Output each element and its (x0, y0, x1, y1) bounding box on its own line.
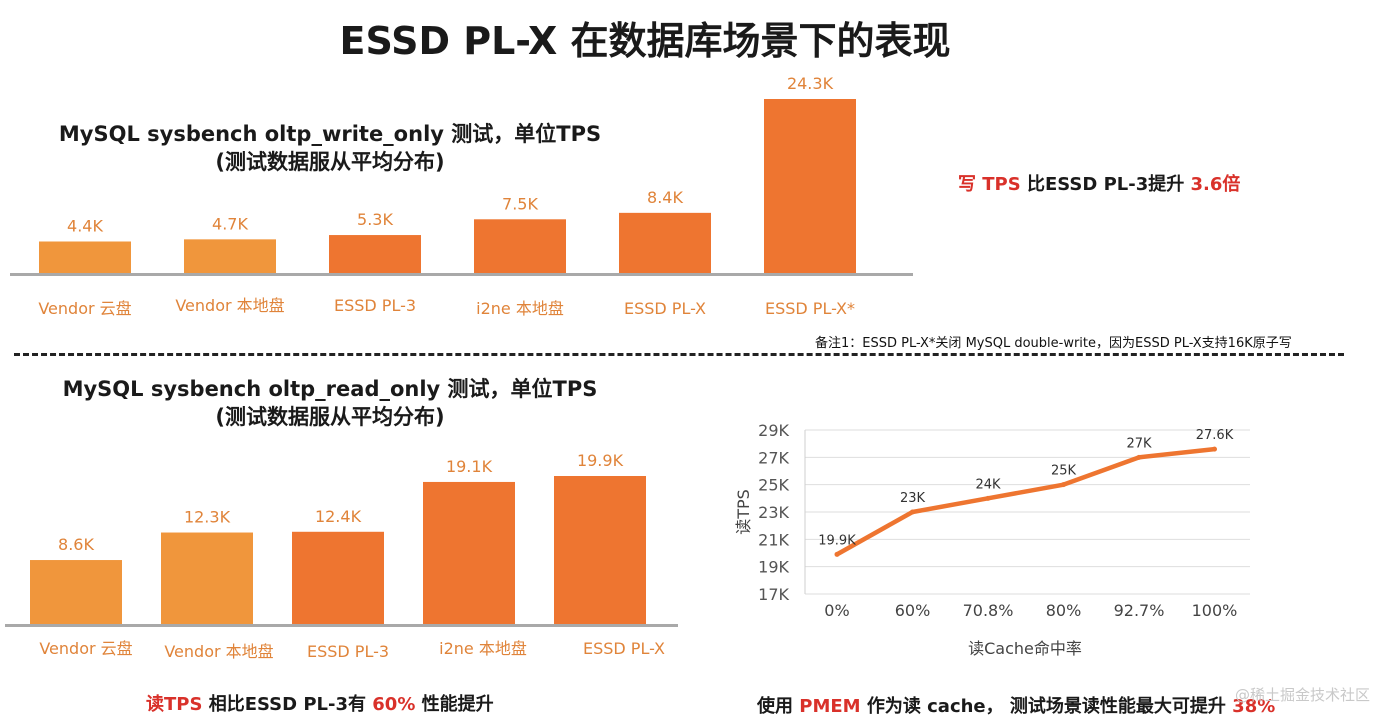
line-chart-data-label: 25K (1051, 464, 1077, 479)
read-chart-category-label: ESSD PL-3 (307, 642, 389, 661)
write-highlight-value: 3.6倍 (1190, 174, 1241, 195)
write-note: 备注1：ESSD PL-X*关闭 MySQL double-write，因为ES… (815, 336, 1292, 351)
read-chart-category-label: Vendor 云盘 (39, 639, 132, 658)
line-chart-y-tick-label: 25K (758, 476, 789, 495)
line-chart-y-tick-label: 29K (758, 421, 789, 440)
line-chart-point (910, 509, 915, 515)
line-chart-point (985, 495, 991, 501)
write-chart-title: MySQL sysbench oltp_write_only 测试，单位TPS … (30, 120, 630, 176)
line-chart-point (1136, 454, 1142, 460)
read-chart-value-label: 19.9K (577, 451, 624, 470)
line-chart-x-tick-label: 80% (1046, 601, 1082, 620)
read-chart-bar (30, 560, 122, 624)
read-highlight: 读TPS 相比ESSD PL-3有 60% 性能提升 (146, 690, 494, 716)
write-chart-bar (39, 241, 131, 273)
read-highlight-suffix: 性能提升 (415, 694, 494, 715)
line-chart-y-tick-label: 27K (758, 448, 789, 467)
write-chart-bar (764, 99, 856, 273)
read-chart-value-label: 12.3K (184, 508, 231, 527)
line-chart-y-tick-label: 19K (758, 558, 789, 577)
write-chart-title-line1: MySQL sysbench oltp_write_only 测试，单位TPS (58, 122, 602, 146)
write-chart-category-label: Vendor 云盘 (38, 299, 131, 318)
line-chart-data-label: 27K (1126, 436, 1152, 451)
write-chart-category-label: ESSD PL-X* (765, 299, 855, 318)
line-chart-data-label: 19.9K (818, 533, 856, 548)
line-chart-point (1061, 482, 1066, 488)
write-chart-title-line2: (测试数据服从平均分布) (215, 150, 445, 174)
read-chart-bar (161, 532, 253, 624)
write-chart-bar (619, 212, 711, 273)
write-chart-category-label: ESSD PL-3 (334, 296, 416, 315)
line-chart-data-label: 24K (975, 477, 1001, 492)
watermark: @稀土掘金技术社区 (1234, 686, 1370, 704)
write-chart-category-label: Vendor 本地盘 (175, 296, 284, 315)
write-chart-bar (184, 239, 276, 273)
write-chart-category-label: i2ne 本地盘 (476, 299, 564, 318)
line-chart-x-tick-label: 0% (824, 601, 849, 620)
write-chart-value-label: 24.3K (787, 74, 834, 93)
line-chart-y-tick-label: 17K (758, 585, 789, 604)
write-chart-category-label: ESSD PL-X (624, 299, 706, 318)
read-chart-category-label: Vendor 本地盘 (164, 642, 273, 661)
line-chart-y-axis-title: 读TPS (734, 489, 753, 535)
page-title: ESSD PL-X 在数据库场景下的表现 (339, 19, 951, 63)
read-chart-value-label: 12.4K (315, 507, 362, 526)
line-chart-y-tick-label: 21K (758, 530, 789, 549)
line-chart-data-label: 27.6K (1196, 428, 1234, 443)
line-chart-x-tick-label: 100% (1192, 601, 1238, 620)
read-chart-value-label: 19.1K (446, 457, 493, 476)
section-divider (14, 353, 1344, 356)
write-chart-value-label: 7.5K (502, 194, 538, 213)
line-chart-data-label: 23K (900, 491, 926, 506)
write-chart-value-label: 5.3K (357, 210, 393, 229)
write-chart-bar (474, 219, 566, 273)
read-chart-bar (292, 531, 384, 624)
read-chart-value-label: 8.6K (58, 535, 94, 554)
read-chart-category-label: i2ne 本地盘 (439, 639, 527, 658)
write-highlight-middle: 比ESSD PL-3提升 (1020, 174, 1191, 195)
line-chart-y-tick-label: 23K (758, 503, 789, 522)
read-chart-title: MySQL sysbench oltp_read_only 测试，单位TPS (… (30, 375, 630, 431)
pmem-highlight-prefix: 使用 (757, 696, 800, 717)
write-highlight: 写 TPS 比ESSD PL-3提升 3.6倍 (958, 170, 1240, 196)
line-chart-x-axis-title: 读Cache命中率 (968, 639, 1082, 658)
read-chart-category-label: ESSD PL-X (583, 639, 665, 658)
read-chart-title-line1: MySQL sysbench oltp_read_only 测试，单位TPS (62, 377, 598, 401)
pmem-highlight-value: 38% (1232, 696, 1276, 717)
line-chart-point (834, 551, 840, 557)
read-highlight-middle: 相比ESSD PL-3有 (202, 694, 373, 715)
write-bar-chart: 4.4K Vendor 云盘 4.7K Vendor 本地盘 5.3K ESSD PL-3… (10, 74, 913, 318)
write-chart-bar (329, 235, 421, 273)
line-chart-x-tick-label: 60% (895, 601, 931, 620)
line-chart-x-tick-label: 92.7% (1114, 601, 1165, 620)
read-bar-chart: 8.6K Vendor 云盘 12.3K Vendor 本地盘 12.4K ESSD PL… (5, 451, 678, 661)
write-chart-value-label: 4.4K (67, 216, 103, 235)
write-chart-value-label: 4.7K (212, 214, 248, 233)
write-chart-value-label: 8.4K (647, 188, 683, 207)
pmem-line-chart: 17K 19K 21K 23K 25K 27K 29K 19.9K 0% 23K 60% 24K 70.… (734, 421, 1250, 658)
read-highlight-value: 60% (372, 694, 416, 715)
pmem-highlight-middle: 作为读 cache， 测试场景读性能最大可提升 (860, 696, 1233, 717)
line-chart-point (1212, 446, 1217, 452)
read-chart-bar (554, 476, 646, 624)
pmem-highlight-accent: PMEM (799, 696, 861, 717)
read-chart-bar (423, 481, 515, 624)
read-highlight-prefix: 读TPS (146, 694, 203, 715)
line-chart-series-line (834, 446, 1217, 557)
line-chart-x-tick-label: 70.8% (963, 601, 1014, 620)
read-chart-title-line2: (测试数据服从平均分布) (215, 405, 445, 429)
write-highlight-prefix: 写 TPS (958, 174, 1021, 195)
pmem-highlight: 使用 PMEM 作为读 cache， 测试场景读性能最大可提升 38% (757, 692, 1275, 718)
